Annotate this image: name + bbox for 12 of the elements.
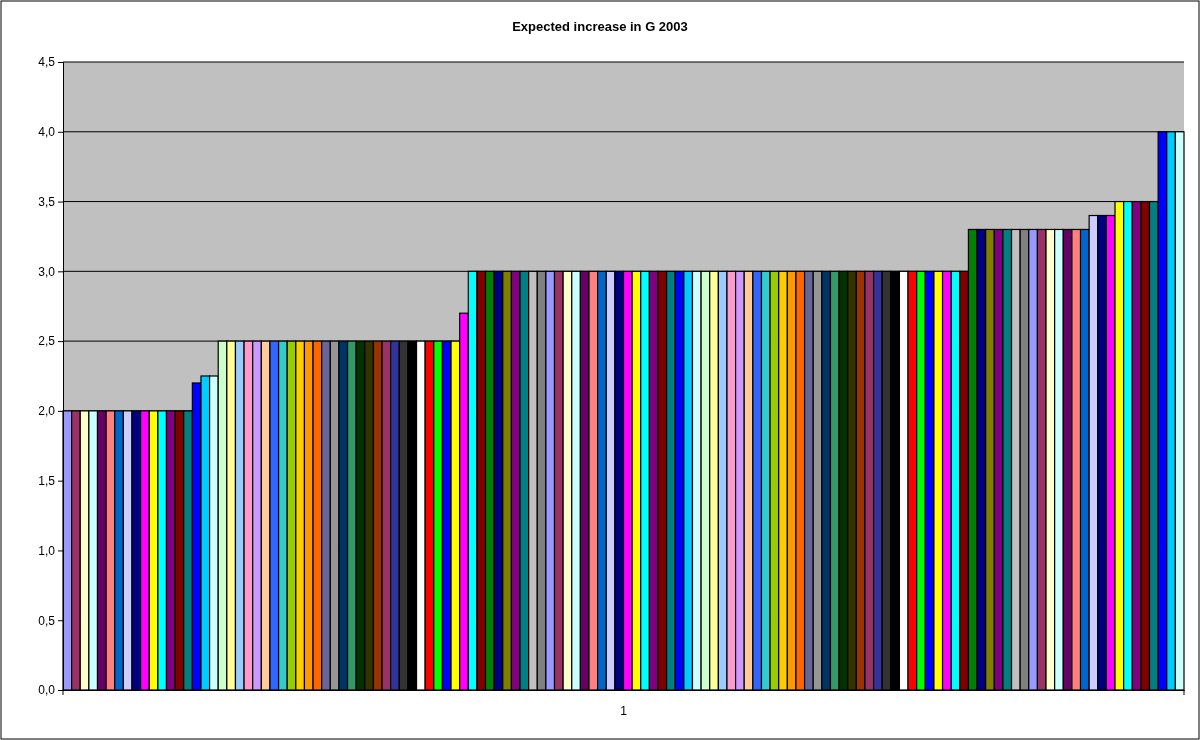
y-tick-label: 4,0 bbox=[38, 125, 56, 140]
y-tick-label: 3,5 bbox=[38, 194, 56, 209]
y-tick-label: 0,5 bbox=[38, 613, 56, 628]
chart-title: Expected increase in G 2003 bbox=[512, 19, 688, 34]
y-tick-label: 4,5 bbox=[38, 55, 56, 70]
y-tick-label: 2,0 bbox=[38, 404, 56, 419]
y-tick-label: 2,5 bbox=[38, 334, 56, 349]
y-tick-label: 3,0 bbox=[38, 264, 56, 279]
y-tick-label: 0,0 bbox=[38, 683, 56, 698]
y-tick-label: 1,5 bbox=[38, 474, 56, 489]
y-tick-label: 1,0 bbox=[38, 543, 56, 558]
x-tick-label: 1 bbox=[620, 703, 628, 718]
